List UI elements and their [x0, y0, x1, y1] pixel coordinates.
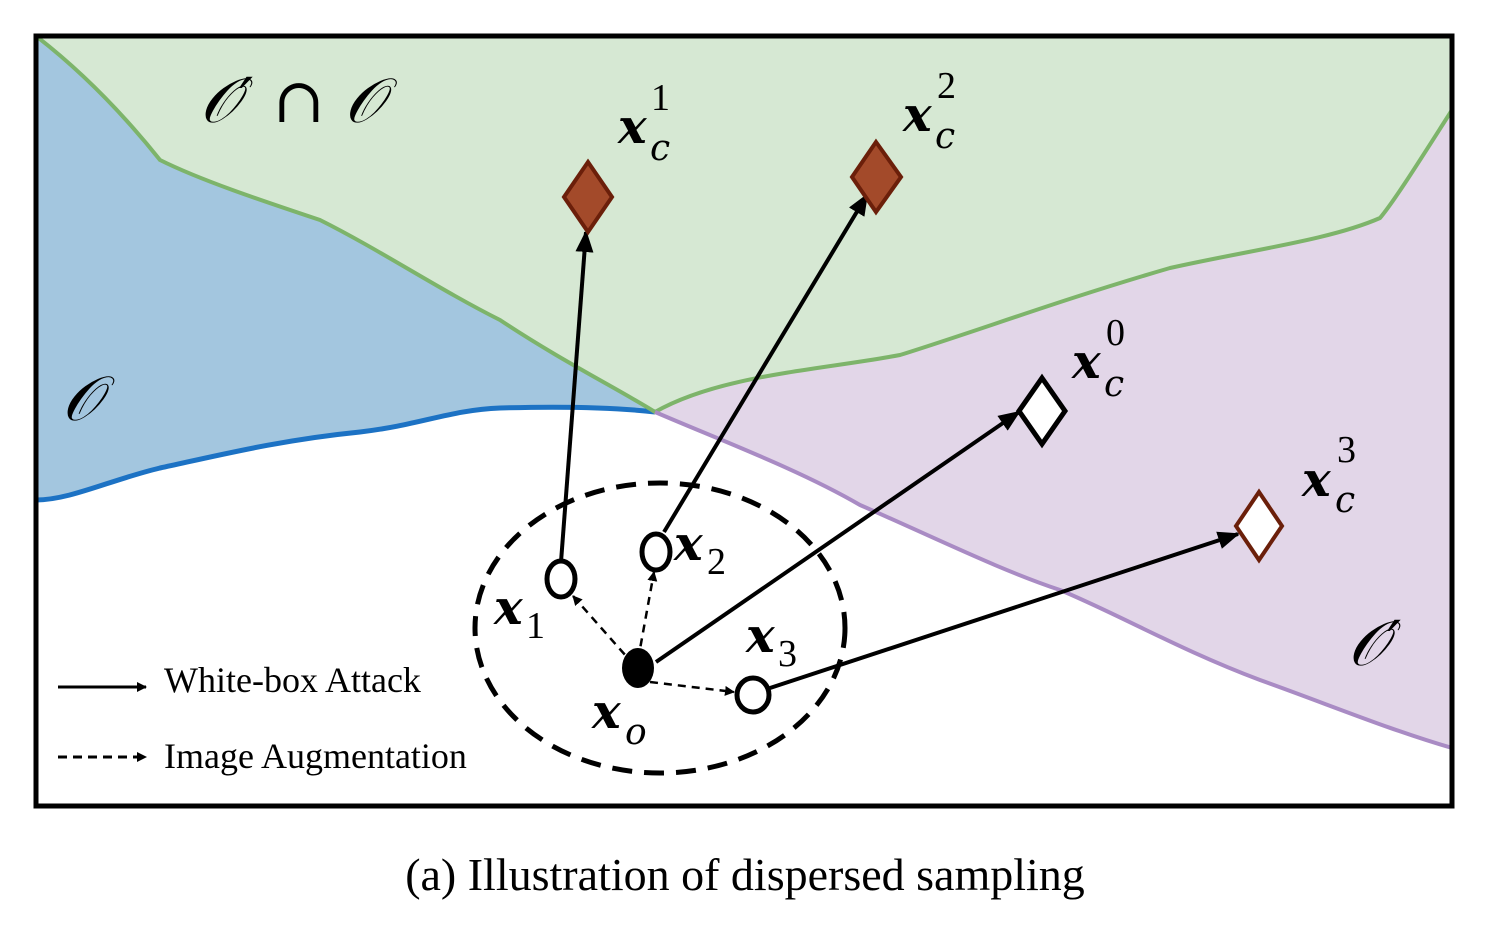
- diamond-xc1: [561, 158, 615, 236]
- svg-text:x: x: [673, 516, 704, 572]
- blue-boundary: [36, 404, 656, 503]
- region-o: [36, 36, 655, 500]
- svg-text:c: c: [1104, 364, 1124, 405]
- region-intersection: [36, 36, 1452, 412]
- diamond-xc3: [1233, 488, 1285, 564]
- label-x1: x 1: [493, 580, 545, 647]
- point-x1: [544, 558, 578, 600]
- svg-text:c: c: [935, 116, 955, 157]
- attack-arrow-x1-xc1: [559, 230, 594, 563]
- svg-text:x: x: [1301, 452, 1332, 508]
- green-boundary: [36, 36, 1452, 415]
- svg-text:c: c: [650, 128, 670, 169]
- plot-frame: [33, 33, 1455, 809]
- legend-dashed-label: Image Augmentation: [164, 736, 467, 776]
- attack-arrow-xo-xc0: [654, 410, 1021, 664]
- purple-boundary: [654, 410, 1452, 750]
- augmentation-arrow-x3: [649, 680, 735, 696]
- augmentation-arrow-x2: [636, 571, 658, 661]
- svg-text:2: 2: [707, 541, 726, 583]
- diamond-xc0: [1015, 373, 1069, 449]
- label-xc2: x c 2: [902, 65, 956, 157]
- augmentation-neighborhood: [472, 480, 848, 776]
- attack-arrow-x3-xc3: [769, 531, 1240, 690]
- svg-text:x: x: [591, 684, 622, 740]
- svg-text:0: 0: [1106, 312, 1125, 354]
- label-xc3: x c 3: [1301, 429, 1356, 521]
- figure-caption: (a) Illustration of dispersed sampling: [405, 849, 1085, 900]
- svg-text:x: x: [617, 99, 648, 155]
- svg-text:2: 2: [937, 65, 956, 107]
- svg-text:3: 3: [1337, 429, 1356, 471]
- label-xo: x o: [591, 684, 647, 753]
- label-x3: x 3: [745, 608, 797, 675]
- svg-text:3: 3: [778, 633, 797, 675]
- svg-text:c: c: [1335, 480, 1355, 521]
- label-xc1: x c 1: [617, 77, 670, 169]
- point-x3: [734, 675, 772, 715]
- intersection-label: 𝒪′ ∩ 𝒪: [200, 64, 398, 137]
- svg-text:x: x: [1071, 334, 1102, 390]
- label-x2: x 2: [673, 516, 726, 583]
- legend-solid-label: White-box Attack: [164, 660, 421, 700]
- diamond-xc2: [849, 138, 904, 216]
- svg-text:1: 1: [526, 605, 545, 647]
- augmentation-arrow-x1: [572, 595, 635, 666]
- point-x2: [639, 531, 673, 573]
- o-prime-label: 𝒪′: [1348, 607, 1401, 680]
- svg-text:x: x: [902, 87, 933, 143]
- svg-text:o: o: [625, 712, 647, 753]
- svg-text:1: 1: [651, 77, 670, 119]
- attack-arrow-x2-xc2: [662, 193, 869, 534]
- legend: White-box Attack Image Augmentation: [58, 660, 467, 776]
- label-xc0: x c 0: [1071, 312, 1125, 405]
- svg-text:x: x: [493, 580, 524, 636]
- point-xo: [622, 648, 654, 688]
- svg-text:x: x: [745, 608, 776, 664]
